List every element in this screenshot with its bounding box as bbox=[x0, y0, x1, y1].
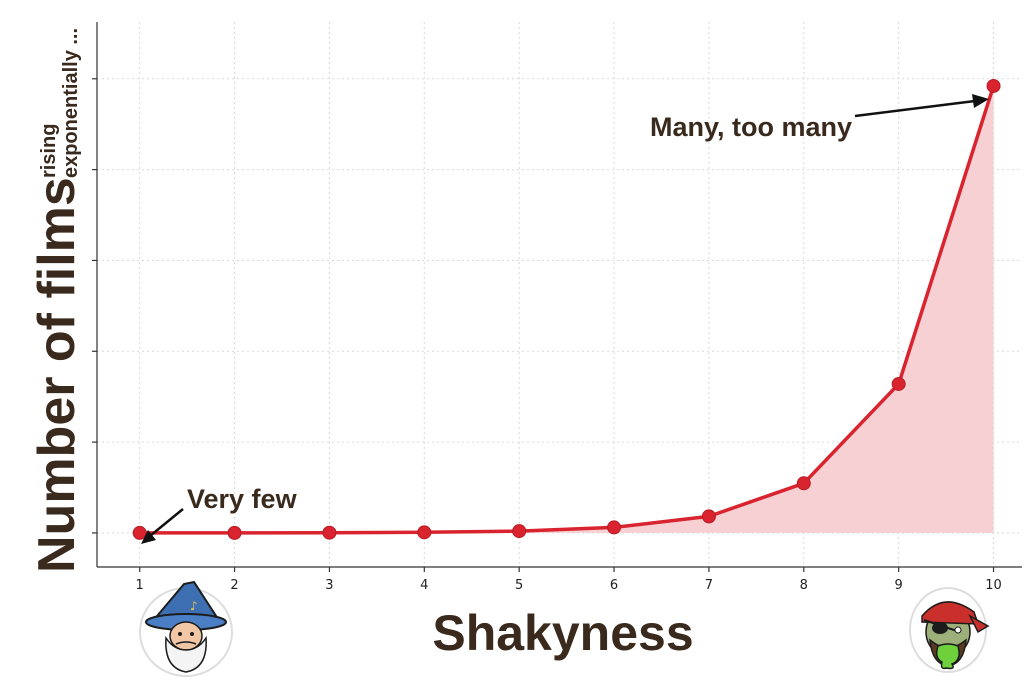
data-point bbox=[986, 78, 1001, 93]
x-tick-label: 5 bbox=[515, 578, 523, 593]
data-point bbox=[701, 509, 716, 524]
x-tick-labels: 1 2 3 4 5 6 7 8 9 10 bbox=[136, 578, 1002, 593]
x-tick-label: 4 bbox=[420, 578, 428, 593]
x-tick-label: 1 bbox=[136, 578, 144, 593]
data-point bbox=[607, 520, 622, 535]
data-point bbox=[227, 525, 242, 540]
y-axis-label: Number of films bbox=[28, 177, 86, 573]
annotation-many-label: Many, too many bbox=[650, 112, 852, 142]
annotation-very-few-arrowhead bbox=[141, 530, 156, 544]
x-tick-label: 2 bbox=[230, 578, 238, 593]
annotation-many-arrowhead bbox=[972, 94, 989, 108]
x-tick-label: 3 bbox=[325, 578, 333, 593]
series-line bbox=[139, 85, 996, 535]
data-point bbox=[512, 524, 527, 539]
data-point bbox=[322, 525, 337, 540]
x-tick-label: 9 bbox=[895, 578, 903, 593]
annotation-many: Many, too many bbox=[650, 94, 989, 142]
data-points bbox=[132, 78, 1001, 540]
wizard-icon: ♪ bbox=[139, 580, 233, 677]
x-tick-label: 7 bbox=[705, 578, 713, 593]
annotation-very-few-arrow bbox=[149, 508, 184, 537]
data-point bbox=[796, 476, 811, 491]
x-tick-label: 6 bbox=[610, 578, 618, 593]
y-axis-sublabel-2: exponentially ... bbox=[60, 28, 82, 178]
area-fill bbox=[139, 86, 994, 533]
annotation-very-few-label: Very few bbox=[187, 484, 298, 514]
x-tick-label: 8 bbox=[800, 578, 808, 593]
data-point bbox=[891, 376, 906, 391]
axes bbox=[92, 22, 1022, 572]
data-point bbox=[132, 525, 147, 540]
y-axis-sublabel-1: rising bbox=[38, 124, 60, 178]
annotation-many-arrow bbox=[854, 99, 976, 118]
sick-pirate-icon bbox=[909, 587, 990, 673]
svg-text:♪: ♪ bbox=[190, 599, 198, 613]
x-tick-label: 10 bbox=[985, 578, 1002, 593]
annotation-very-few: Very few bbox=[141, 484, 298, 544]
x-axis-label: Shakyness bbox=[432, 605, 693, 661]
data-point bbox=[417, 525, 432, 540]
